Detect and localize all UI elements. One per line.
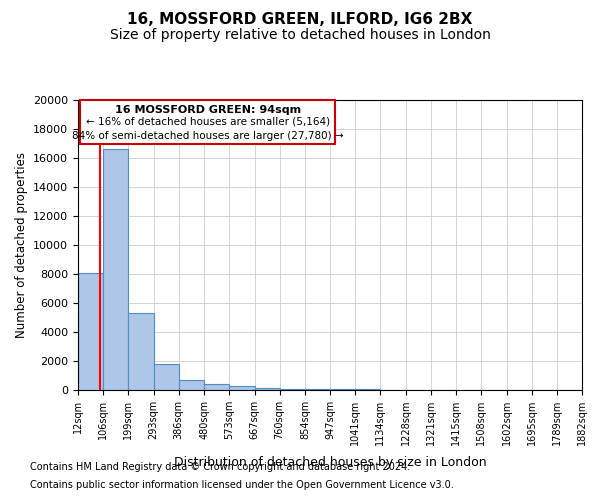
Bar: [254, 388, 280, 390]
Bar: [305, 389, 330, 390]
Bar: [128, 313, 154, 390]
Text: 16 MOSSFORD GREEN: 94sqm: 16 MOSSFORD GREEN: 94sqm: [115, 105, 301, 115]
Bar: [154, 364, 179, 390]
Text: Contains HM Land Registry data © Crown copyright and database right 2024.: Contains HM Land Registry data © Crown c…: [30, 462, 410, 472]
Bar: [103, 150, 128, 390]
Bar: [229, 386, 254, 390]
Bar: [78, 272, 103, 390]
Bar: [280, 388, 305, 390]
Text: Size of property relative to detached houses in London: Size of property relative to detached ho…: [110, 28, 490, 42]
Y-axis label: Number of detached properties: Number of detached properties: [14, 152, 28, 338]
Text: Contains public sector information licensed under the Open Government Licence v3: Contains public sector information licen…: [30, 480, 454, 490]
Text: ← 16% of detached houses are smaller (5,164): ← 16% of detached houses are smaller (5,…: [86, 117, 329, 127]
Bar: [204, 384, 229, 390]
Text: 84% of semi-detached houses are larger (27,780) →: 84% of semi-detached houses are larger (…: [72, 132, 343, 141]
Bar: [179, 380, 204, 390]
Text: 16, MOSSFORD GREEN, ILFORD, IG6 2BX: 16, MOSSFORD GREEN, ILFORD, IG6 2BX: [127, 12, 473, 28]
X-axis label: Distribution of detached houses by size in London: Distribution of detached houses by size …: [173, 456, 487, 469]
Bar: [80, 100, 335, 144]
